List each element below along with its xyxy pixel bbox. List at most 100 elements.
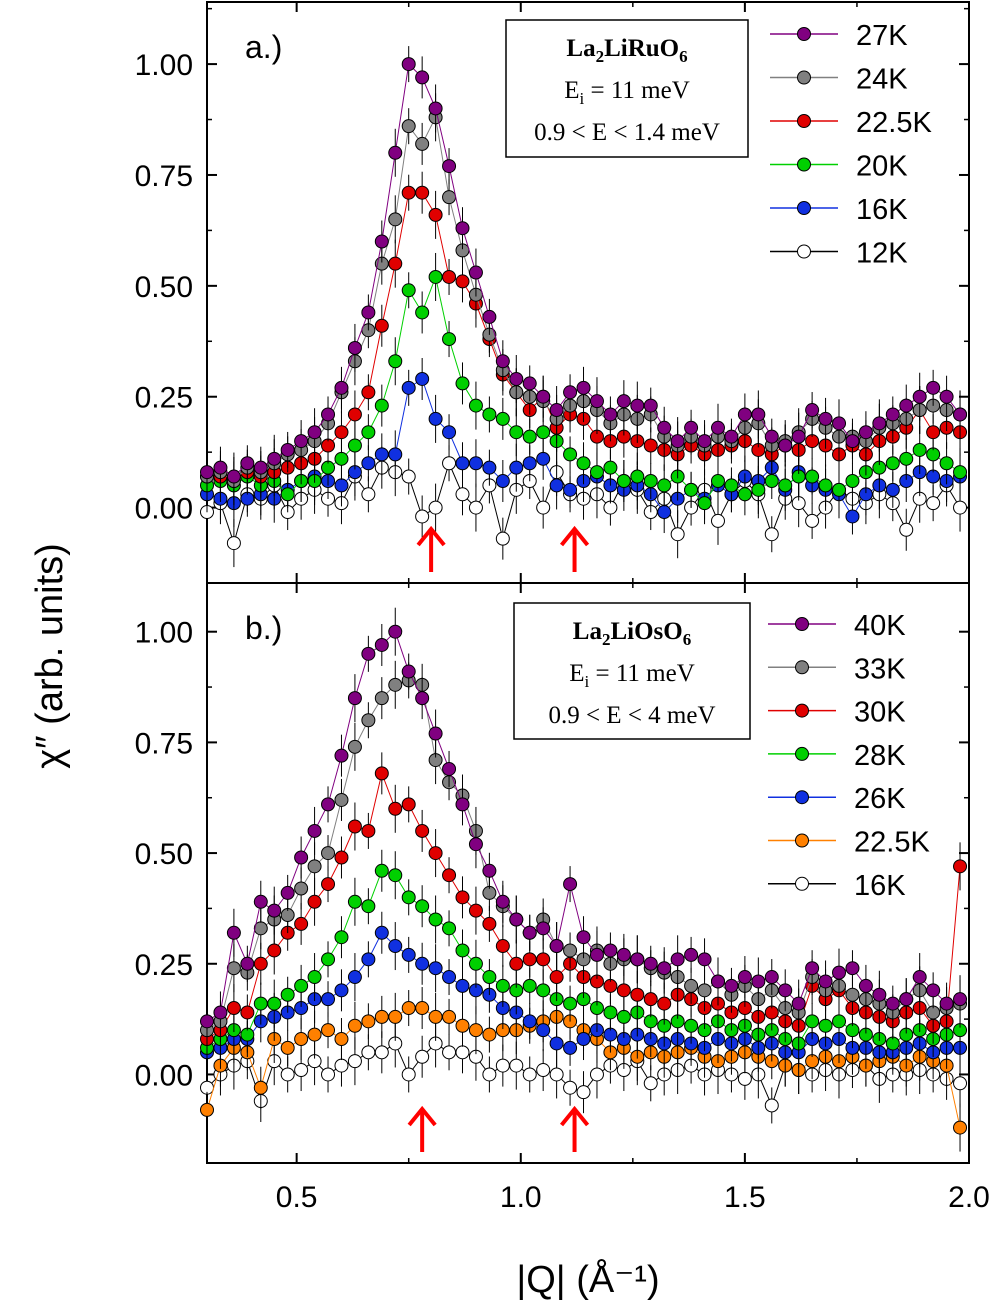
data-point (388, 801, 403, 816)
data-point (616, 1009, 631, 1024)
data-point (764, 429, 779, 444)
incident-energy: Ei = 11 meV (564, 77, 690, 108)
data-point (307, 425, 322, 440)
data-point (536, 425, 551, 440)
data-point (388, 624, 403, 639)
data-point (334, 451, 349, 466)
compound-part: 2 (602, 630, 611, 649)
data-point (885, 482, 900, 497)
data-point (818, 411, 833, 426)
data-point (455, 797, 470, 812)
data-point (697, 983, 712, 998)
legend-marker (795, 617, 809, 631)
data-point (347, 691, 362, 706)
data-point (401, 1001, 416, 1016)
data-point (710, 420, 725, 435)
data-point (294, 881, 309, 896)
data-point (455, 221, 470, 236)
data-point (926, 983, 941, 998)
data-point (361, 823, 376, 838)
data-point (912, 970, 927, 985)
data-point (684, 947, 699, 962)
legend-marker (797, 114, 811, 128)
data-point (630, 398, 645, 413)
data-point (442, 159, 457, 174)
data-point (563, 1040, 578, 1055)
data-point (401, 283, 416, 298)
data-point (347, 407, 362, 422)
data-point (294, 1032, 309, 1047)
data-point (616, 947, 631, 962)
data-point (455, 943, 470, 958)
data-point (428, 207, 443, 222)
data-point (751, 974, 766, 989)
data-point (737, 407, 752, 422)
data-point (818, 478, 833, 493)
data-point (374, 691, 389, 706)
data-point (805, 513, 820, 528)
data-point (576, 1085, 591, 1100)
data-point (616, 394, 631, 409)
red-arrow (560, 1105, 590, 1152)
data-point (764, 970, 779, 985)
legend-label: 27K (856, 20, 908, 52)
data-point (415, 899, 430, 914)
compound-part: La (573, 618, 603, 645)
y-tick-label: 0.25 (135, 382, 193, 415)
data-point (415, 371, 430, 386)
data-point (226, 469, 241, 484)
data-point (415, 509, 430, 524)
legend-entry-12K: 12K (770, 238, 908, 270)
data-point (334, 1032, 349, 1047)
data-point (778, 438, 793, 453)
data-point (401, 797, 416, 812)
data-point (321, 877, 336, 892)
data-point (361, 425, 376, 440)
data-point (388, 939, 403, 954)
y-tick-label: 0.25 (135, 949, 193, 982)
data-point (226, 961, 241, 976)
data-point (307, 970, 322, 985)
compound-name: La2LiOsO6 (573, 618, 691, 649)
data-point (468, 500, 483, 515)
data-point (361, 1045, 376, 1060)
data-point (495, 894, 510, 909)
data-point (347, 1054, 362, 1069)
data-point (374, 863, 389, 878)
data-point (764, 473, 779, 488)
data-point (953, 465, 968, 480)
data-point (482, 916, 497, 931)
data-point (401, 890, 416, 905)
data-point (361, 952, 376, 967)
data-point (468, 398, 483, 413)
data-point (939, 456, 954, 471)
legend-entry-20K: 20K (770, 151, 908, 183)
y-tick-label: 0.00 (135, 493, 193, 526)
ei-sub: i (580, 89, 585, 108)
y-tick-label: 0.00 (135, 1059, 193, 1092)
arrow-head (407, 1105, 437, 1127)
data-point (885, 456, 900, 471)
legend-label: 40K (854, 610, 906, 642)
data-point (899, 398, 914, 413)
data-point (643, 473, 658, 488)
data-point (428, 411, 443, 426)
data-point (495, 978, 510, 993)
data-point (428, 912, 443, 927)
data-point (684, 1018, 699, 1033)
data-point (280, 442, 295, 457)
data-point (684, 978, 699, 993)
data-point (643, 1076, 658, 1091)
legend-marker (795, 876, 809, 891)
data-point (832, 482, 847, 497)
data-point (294, 434, 309, 449)
data-point (778, 983, 793, 998)
data-point (899, 992, 914, 1007)
data-point (428, 961, 443, 976)
data-point (603, 943, 618, 958)
data-point (482, 460, 497, 475)
data-point (724, 429, 739, 444)
data-point (374, 1009, 389, 1024)
data-point (401, 380, 416, 395)
data-point (912, 389, 927, 404)
